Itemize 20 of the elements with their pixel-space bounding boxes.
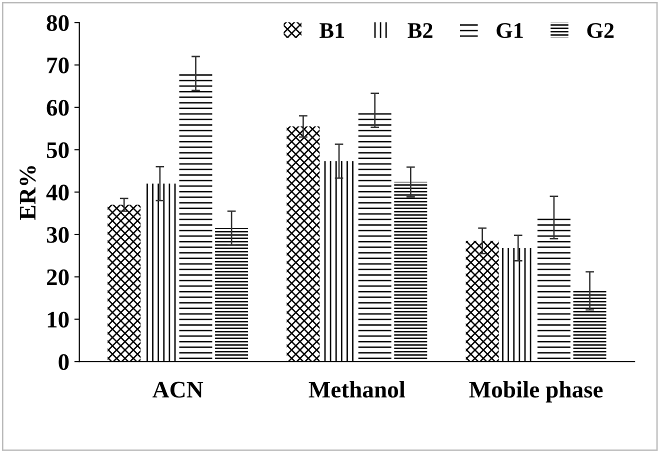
y-tick-label: 20 [46,269,69,286]
bar [286,126,320,362]
y-tick-label: 70 [47,57,69,74]
x-tick-label: ACN [152,382,204,398]
y-tick-label: 50 [46,142,69,158]
legend-label: G2 [587,23,614,38]
y-tick-label: 40 [46,184,69,201]
y-tick-label: 80 [46,15,69,32]
legend-label: B2 [408,23,432,38]
x-tick-label: Mobile phase [469,381,603,402]
x-tick-label: Methanol [308,381,406,398]
bar [466,240,499,362]
legend-label: G1 [496,23,523,38]
legend-label: B1 [320,23,344,38]
y-tick-label: 60 [46,100,69,116]
y-axis-title: ER% [20,166,36,220]
y-tick-label: 0 [58,354,69,370]
y-tick-label: 30 [46,226,69,243]
bar [108,204,141,362]
y-tick-label: 10 [48,312,69,328]
